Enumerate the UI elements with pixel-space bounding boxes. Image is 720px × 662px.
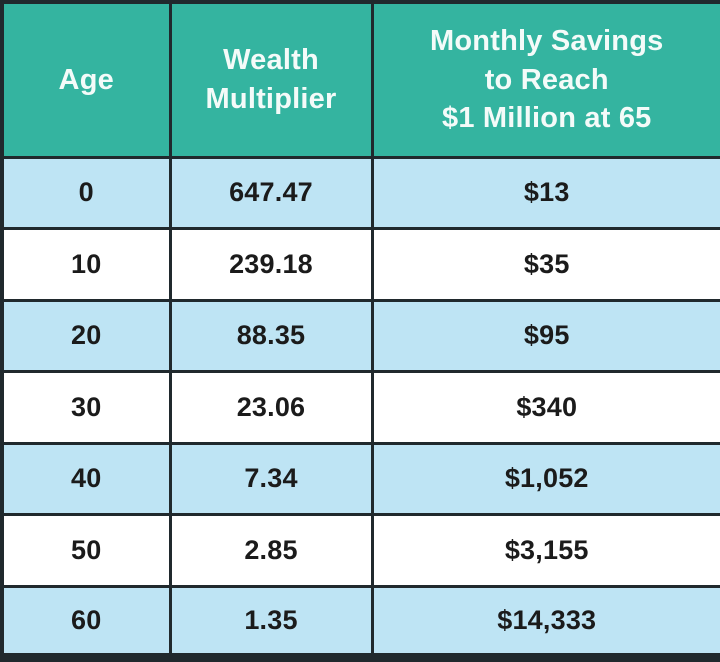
table-row-age-10: 10 239.18 $35 bbox=[0, 227, 720, 302]
cell-savings: $1,052 bbox=[370, 441, 720, 516]
table-row-age-30: 30 23.06 $340 bbox=[0, 370, 720, 445]
table-row-age-0: 0 647.47 $13 bbox=[0, 155, 720, 230]
table-row-age-50: 50 2.85 $3,155 bbox=[0, 513, 720, 588]
cell-multiplier: 1.35 bbox=[168, 584, 374, 659]
table-row-age-20: 20 88.35 $95 bbox=[0, 298, 720, 373]
cell-age: 40 bbox=[0, 441, 172, 516]
table-row-age-60: 60 1.35 $14,333 bbox=[0, 584, 720, 659]
cell-savings: $13 bbox=[370, 155, 720, 230]
cell-multiplier: 239.18 bbox=[168, 227, 374, 302]
cell-age: 20 bbox=[0, 298, 172, 373]
cell-savings: $35 bbox=[370, 227, 720, 302]
cell-multiplier: 2.85 bbox=[168, 513, 374, 588]
cell-savings: $340 bbox=[370, 370, 720, 445]
cell-savings: $3,155 bbox=[370, 513, 720, 588]
column-header-wealth-multiplier: Wealth Multiplier bbox=[168, 0, 374, 159]
cell-age: 60 bbox=[0, 584, 172, 659]
cell-age: 0 bbox=[0, 155, 172, 230]
cell-age: 50 bbox=[0, 513, 172, 588]
cell-savings: $95 bbox=[370, 298, 720, 373]
cell-multiplier: 647.47 bbox=[168, 155, 374, 230]
cell-savings: $14,333 bbox=[370, 584, 720, 659]
cell-age: 30 bbox=[0, 370, 172, 445]
header-row: Age Wealth Multiplier Monthly Savings to… bbox=[0, 0, 720, 159]
table-row-age-40: 40 7.34 $1,052 bbox=[0, 441, 720, 516]
column-header-monthly-savings: Monthly Savings to Reach $1 Million at 6… bbox=[370, 0, 720, 159]
cell-multiplier: 88.35 bbox=[168, 298, 374, 373]
column-header-age: Age bbox=[0, 0, 172, 159]
cell-multiplier: 7.34 bbox=[168, 441, 374, 516]
cell-age: 10 bbox=[0, 227, 172, 302]
table-body: 0 647.47 $13 10 239.18 $35 20 88.35 $95 … bbox=[0, 155, 720, 659]
cell-multiplier: 23.06 bbox=[168, 370, 374, 445]
